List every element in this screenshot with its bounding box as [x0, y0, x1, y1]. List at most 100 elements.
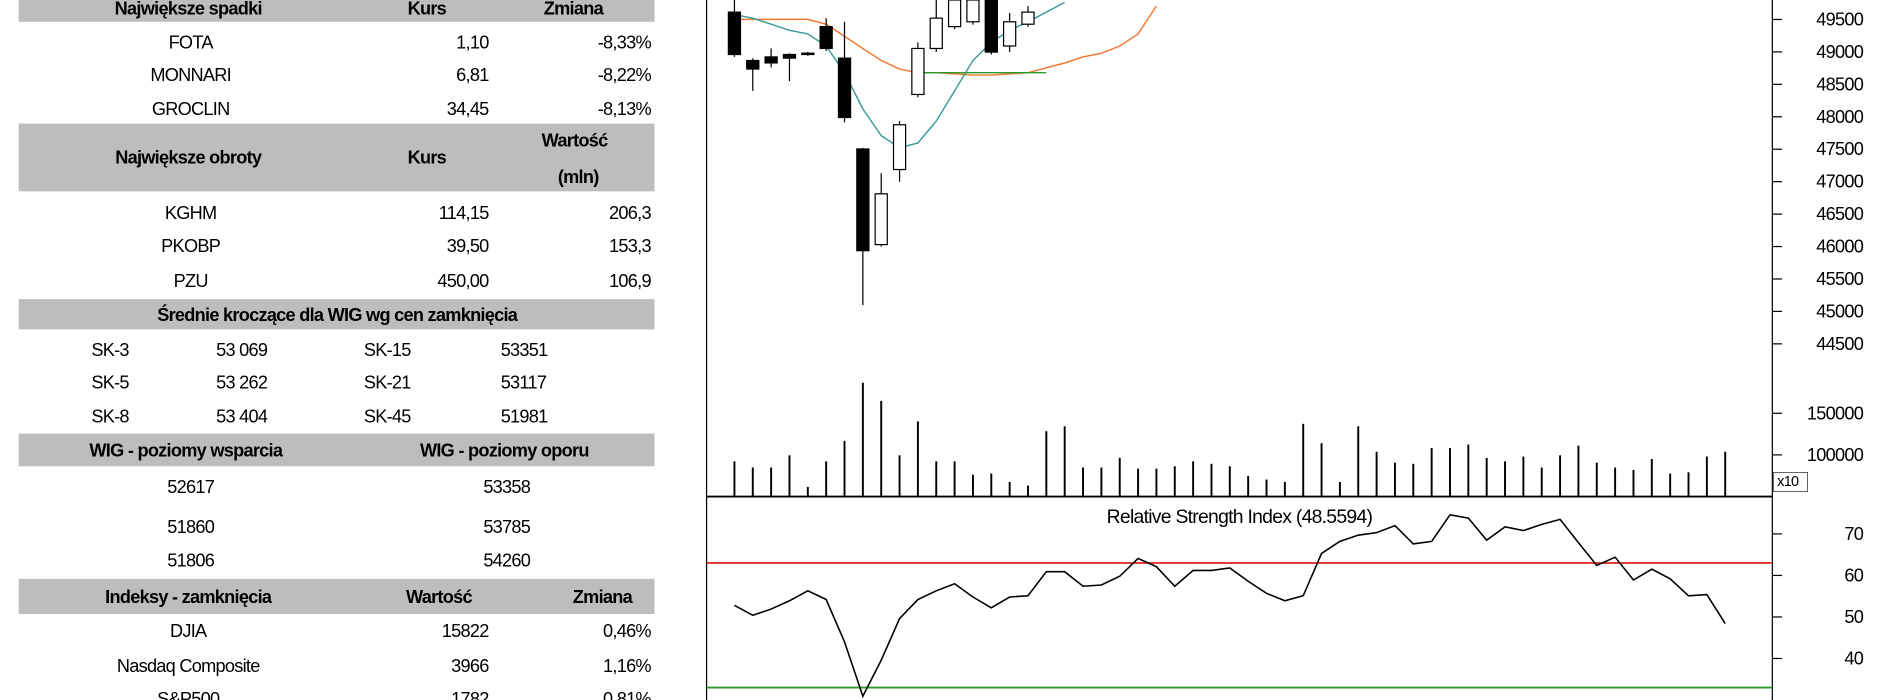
- table-cell: SK-15: [364, 340, 411, 360]
- volume-bar: [825, 461, 828, 497]
- volume-bar: [1412, 463, 1415, 497]
- candle-body: [1002, 21, 1017, 47]
- volume-bar: [1559, 455, 1562, 497]
- volume-bar: [1192, 461, 1195, 497]
- volume-bar: [1008, 481, 1011, 497]
- volume-bar: [1338, 481, 1341, 497]
- volume-bar: [770, 467, 773, 497]
- y-tick-label: 48500: [1816, 74, 1863, 94]
- volume-bar: [1118, 457, 1121, 497]
- volume-bar: [1283, 481, 1286, 497]
- table-cell: 0,81%: [603, 689, 651, 700]
- volume-bar: [751, 467, 754, 497]
- volume-bar: [1100, 467, 1103, 497]
- volume-bar: [1632, 469, 1635, 497]
- table-cell: 1,16%: [603, 656, 651, 676]
- chart: 44500 45000 45500 46000 46500 47000 47500 48000…: [705, 0, 1865, 700]
- volume-bar: [1173, 466, 1176, 497]
- y-tick-label: 44500: [1816, 334, 1863, 354]
- tables: Największe spadki Kurs Zmiana FOTA 1,10 -8,33…: [18, 0, 655, 700]
- volume-bar: [733, 461, 736, 497]
- table-cell: 53358: [483, 477, 530, 497]
- table-cell: 206,3: [609, 203, 651, 223]
- table-cell: FOTA: [169, 32, 215, 52]
- header-cell: Zmiana: [573, 587, 634, 607]
- volume-bar: [1504, 461, 1507, 497]
- header-cell: Indeksy - zamknięcia: [105, 587, 273, 607]
- volume-bar: [1485, 457, 1488, 497]
- volume-bar: [1082, 467, 1085, 497]
- y-tick-label: 70: [1844, 524, 1863, 544]
- table-cell: 0,46%: [603, 621, 651, 641]
- volume-bar: [1027, 485, 1029, 497]
- rsi-line: [734, 513, 1726, 699]
- candle-body: [1021, 11, 1035, 25]
- header-cell: Największe spadki: [115, 0, 262, 18]
- header-background: [18, 123, 655, 192]
- table-cell: 51981: [501, 407, 548, 427]
- table-cell: SK-3: [91, 340, 129, 360]
- y-tick-label: 100000: [1807, 445, 1864, 465]
- volume-bar: [1705, 456, 1708, 497]
- table-cell: 53351: [501, 340, 548, 360]
- candle-body: [929, 17, 943, 50]
- volume-bar: [843, 440, 846, 497]
- unit-label: x10: [1777, 474, 1799, 490]
- candle-body: [819, 25, 833, 50]
- volume-bar: [1155, 468, 1158, 497]
- table-cell: -8,13%: [598, 99, 652, 119]
- volume-bar: [1320, 443, 1323, 497]
- candle-body: [837, 57, 852, 119]
- volume-bar: [880, 400, 883, 497]
- volume-bar: [1357, 426, 1360, 497]
- volume-bar: [953, 461, 956, 497]
- table-cell: SK-5: [91, 373, 129, 393]
- candle-body: [874, 193, 888, 246]
- volume-bar: [1137, 468, 1140, 497]
- table-cell: -8,22%: [598, 65, 652, 85]
- header-cell: Wartość: [406, 587, 473, 607]
- candle-body: [892, 124, 907, 171]
- candle-body: [947, 0, 962, 28]
- table-cell: SK-8: [91, 407, 129, 427]
- header-cell: Zmiana: [544, 0, 605, 18]
- table-cell: MONNARI: [150, 65, 231, 85]
- header-background: [18, 578, 655, 615]
- volume-bar: [1430, 448, 1433, 497]
- volume-bar: [990, 473, 993, 497]
- table-cell: KGHM: [165, 203, 217, 223]
- volume-bar: [1687, 472, 1690, 497]
- table-cell: PZU: [174, 271, 208, 291]
- header-background: [18, 0, 655, 22]
- header-cell: (mln): [558, 167, 599, 187]
- volume-bar: [861, 382, 864, 497]
- volume-bar: [1265, 479, 1268, 497]
- volume-bar: [1614, 467, 1617, 497]
- volume-bar: [1724, 451, 1727, 497]
- table-cell: 450,00: [437, 271, 489, 291]
- header-cell: Największe obroty: [115, 147, 262, 167]
- panel-title: Relative Strength Index (48.5594): [1107, 506, 1373, 528]
- table-cell: 114,15: [439, 203, 489, 223]
- table-cell: 1,10: [456, 32, 489, 52]
- rsi-plot: [706, 513, 1773, 699]
- table-cell: DJIA: [170, 621, 208, 641]
- candle-body: [984, 0, 998, 53]
- table-cell: 3966: [451, 656, 489, 676]
- y-tick-label: 60: [1844, 565, 1863, 585]
- moving-average: [734, 5, 1158, 76]
- y-tick-label: 49500: [1816, 9, 1863, 29]
- y-tick-label: 47500: [1816, 139, 1863, 159]
- volume-bar: [1228, 466, 1231, 497]
- volume-bar: [1449, 448, 1451, 497]
- candle-body: [911, 47, 925, 96]
- table-cell: 106,9: [609, 271, 651, 291]
- header-cell: Kurs: [408, 0, 447, 18]
- table-cell: S&P500: [157, 689, 220, 700]
- table-cell: 53785: [483, 517, 530, 537]
- candle-body: [746, 59, 760, 70]
- volume-bar: [1210, 463, 1213, 497]
- table-cell: -8,33%: [598, 32, 652, 52]
- candle-body: [782, 53, 797, 59]
- candle-body: [727, 11, 742, 56]
